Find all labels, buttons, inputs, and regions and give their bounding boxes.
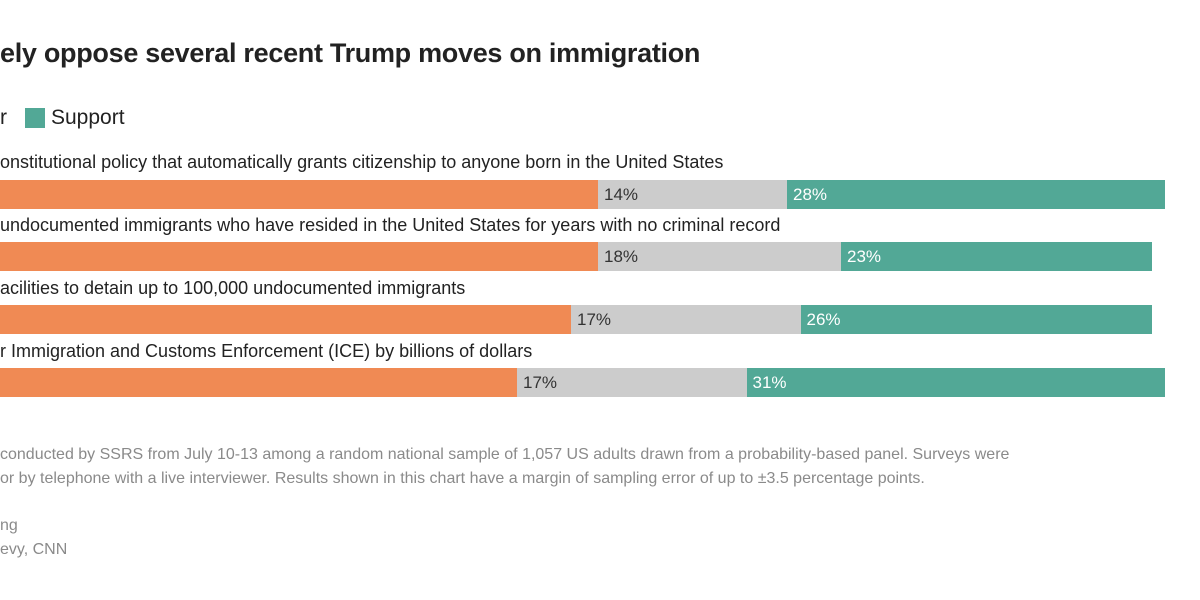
source-line: ng bbox=[0, 517, 18, 534]
bar-segment-support: 23% bbox=[841, 242, 1152, 271]
stacked-bar: 18% 23% bbox=[0, 242, 1165, 271]
bar-segment-oppose bbox=[0, 180, 598, 209]
bar-segment-support: 28% bbox=[787, 180, 1165, 209]
bar-segment-neither: 18% bbox=[598, 242, 841, 271]
footnote-line-1: conducted by SSRS from July 10-13 among … bbox=[0, 446, 1010, 463]
question-label: onstitutional policy that automatically … bbox=[0, 152, 724, 172]
stacked-bar: 17% 31% bbox=[0, 368, 1165, 397]
legend: r Support bbox=[0, 106, 125, 130]
question-label: r Immigration and Customs Enforcement (I… bbox=[0, 341, 533, 361]
question-label: undocumented immigrants who have resided… bbox=[0, 215, 781, 235]
bar-segment-oppose bbox=[0, 305, 571, 334]
bar-segment-neither: 17% bbox=[571, 305, 801, 334]
stacked-bar: 17% 26% bbox=[0, 305, 1165, 334]
bar-segment-support: 26% bbox=[800, 305, 1152, 334]
chart-title: ely oppose several recent Trump moves on… bbox=[0, 38, 701, 68]
legend-label-neither: r bbox=[0, 106, 7, 129]
bar-segment-support: 31% bbox=[746, 368, 1165, 397]
bar-segment-neither: 17% bbox=[517, 368, 747, 397]
footnote-line-2: or by telephone with a live interviewer.… bbox=[0, 470, 925, 487]
credit-line: evy, CNN bbox=[0, 541, 68, 558]
legend-label-support: Support bbox=[51, 106, 125, 129]
legend-swatch-support bbox=[25, 108, 45, 128]
stacked-bar: 14% 28% bbox=[0, 180, 1165, 209]
bar-segment-oppose bbox=[0, 242, 598, 271]
question-label: acilities to detain up to 100,000 undocu… bbox=[0, 278, 466, 298]
bar-segment-oppose bbox=[0, 368, 517, 397]
bar-segment-neither: 14% bbox=[598, 180, 787, 209]
